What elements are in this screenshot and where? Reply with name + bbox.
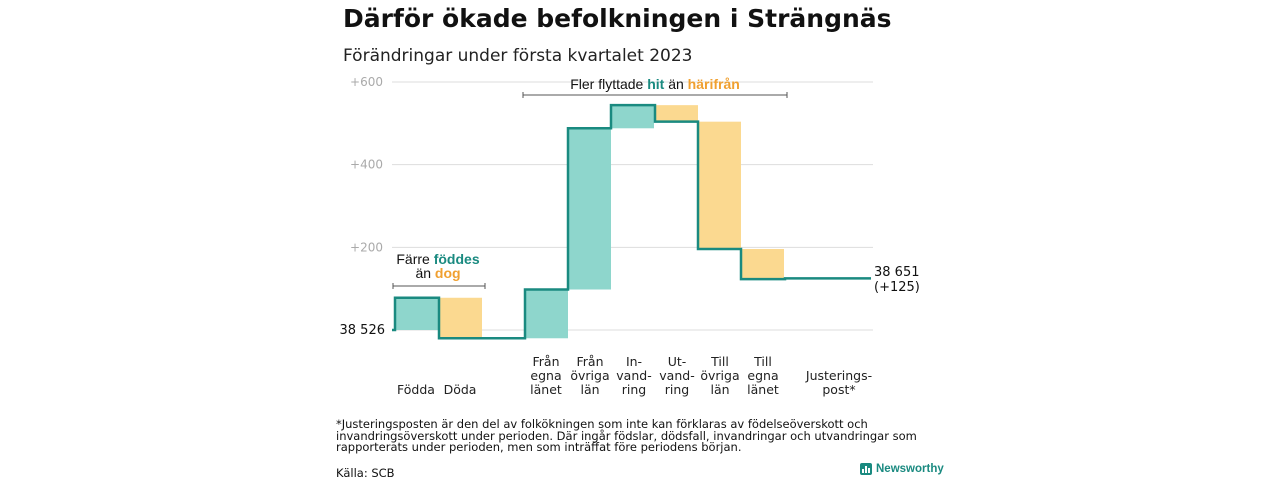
chart-title: Därför ökade befolkningen i Strängnäs <box>343 4 892 33</box>
waterfall-bar <box>439 297 482 339</box>
category-label: övriga <box>570 368 609 383</box>
category-label: post* <box>822 382 855 397</box>
annotation-migration: Fler flyttade hit än härifrån <box>570 76 740 92</box>
y-tick-label: +600 <box>350 75 383 89</box>
y-tick-label: +400 <box>350 158 383 172</box>
category-label: egna <box>530 368 561 383</box>
newsworthy-logo-icon <box>860 463 872 475</box>
end-value-label: (+125) <box>874 280 920 295</box>
end-value-label: 38 651 <box>874 265 920 280</box>
brand-name: Newsworthy <box>876 463 944 475</box>
footnote: *Justeringsposten är den del av folkökni… <box>336 417 917 454</box>
category-label: ring <box>622 382 646 397</box>
chart-subtitle: Förändringar under första kvartalet 2023 <box>343 46 693 66</box>
waterfall-bar <box>655 105 698 122</box>
brand-logo: Newsworthy <box>860 463 944 475</box>
category-label: län <box>580 382 599 397</box>
waterfall-bar <box>395 297 438 330</box>
annotation-bracket <box>522 92 788 98</box>
annotation-births-deaths: än dog <box>415 265 460 281</box>
category-label: vand- <box>616 368 651 383</box>
category-label: Döda <box>444 382 477 397</box>
category-label: länet <box>530 382 562 397</box>
category-label: Till <box>753 354 772 369</box>
category-label: Ut- <box>668 354 687 369</box>
source-note: Källa: SCB <box>336 466 395 480</box>
y-tick-label: +200 <box>350 240 383 254</box>
category-label: Från <box>576 354 603 369</box>
bars <box>395 105 828 339</box>
running-total-line <box>392 103 871 340</box>
waterfall-bar <box>741 248 784 280</box>
category-label: Till <box>710 354 729 369</box>
category-label: ring <box>665 382 689 397</box>
start-value-label: 38 526 <box>340 323 386 338</box>
category-label: In- <box>626 354 642 369</box>
category-label: Från <box>532 354 559 369</box>
category-label: länet <box>747 382 779 397</box>
category-label: vand- <box>659 368 694 383</box>
waterfall-bar <box>698 121 741 249</box>
annotation-births-deaths: Färre föddes <box>396 251 479 267</box>
waterfall-bar <box>568 128 611 290</box>
category-label: Födda <box>397 382 435 397</box>
category-label: egna <box>747 368 778 383</box>
annotation-bracket <box>392 283 486 289</box>
waterfall-bar <box>525 289 568 339</box>
category-label: Justerings- <box>805 368 872 383</box>
category-label: övriga <box>700 368 739 383</box>
waterfall-bar <box>611 105 654 129</box>
category-label: län <box>710 382 729 397</box>
